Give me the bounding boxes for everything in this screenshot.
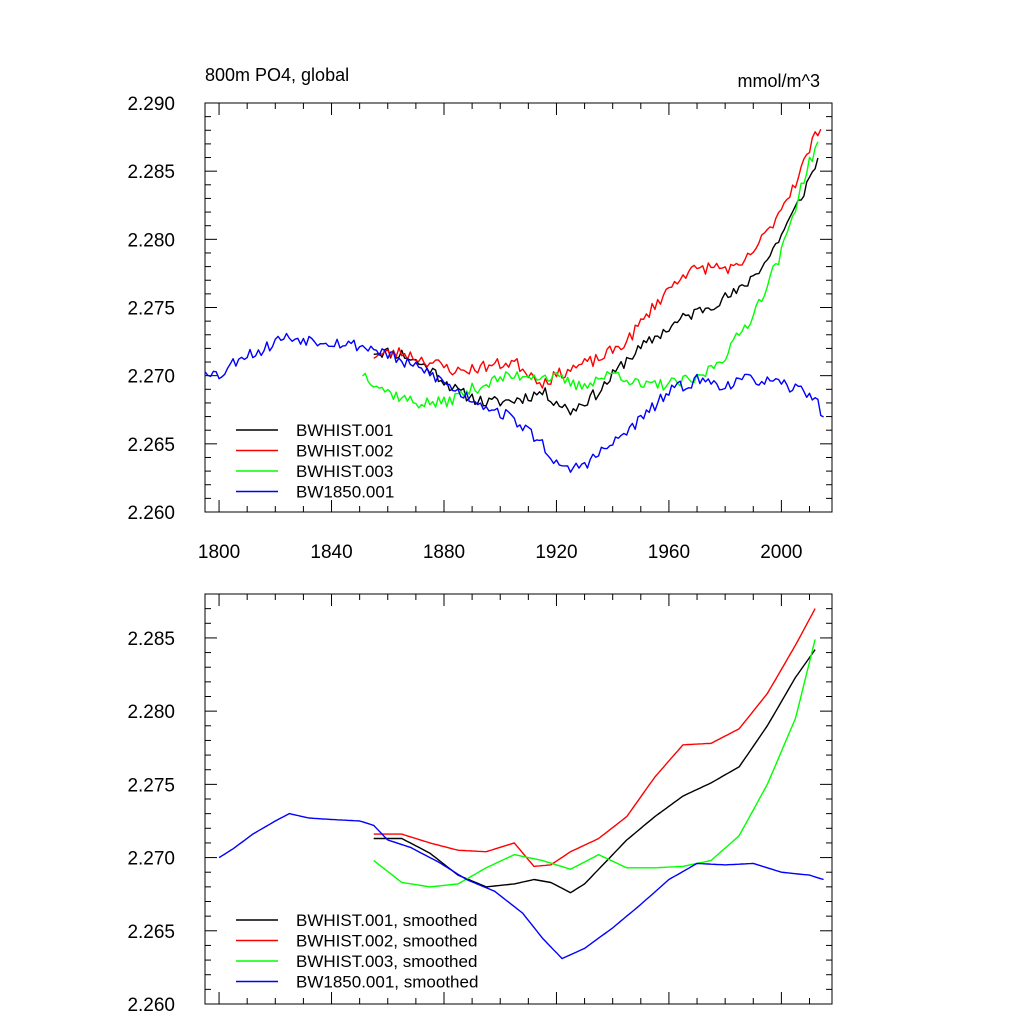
series-line-bw1850-001 — [204, 332, 824, 473]
legend-entry-label: BWHIST.003 — [296, 462, 393, 481]
series-line-bw1850-001-smoothed — [218, 812, 824, 960]
y-tick-label: 2.270 — [127, 367, 175, 388]
series-line-bwhist-002-smoothed — [373, 608, 816, 868]
y-tick-label: 2.265 — [127, 435, 175, 456]
y-tick-label: 2.270 — [127, 849, 175, 870]
series-line-bwhist-003 — [362, 141, 819, 409]
x-tick-label: 1800 — [198, 542, 240, 563]
raw-timeseries-panel: 2.260 2.265 2.270 2.275 2.280 2.285 2.290 1800 1… — [127, 65, 833, 563]
legend-entry-label: BWHIST.002, smoothed — [296, 932, 477, 951]
x-tick-label: 1880 — [423, 542, 465, 563]
x-tick-label: 2000 — [760, 542, 802, 563]
y-tick-label: 2.275 — [127, 299, 175, 320]
y-tick-label: 2.285 — [127, 629, 175, 650]
y-tick-label: 2.275 — [127, 775, 175, 796]
x-tick-label: 1920 — [535, 542, 577, 563]
y-tick-label: 2.290 — [127, 94, 175, 115]
legend-entry-label: BW1850.001, smoothed — [296, 973, 478, 992]
legend-entry-label: BW1850.001 — [296, 483, 394, 502]
y-tick-label: 2.280 — [127, 702, 175, 723]
legend-entry-label: BWHIST.002 — [296, 442, 393, 461]
series-line-bwhist-003-smoothed — [373, 639, 816, 888]
y-tick-label: 2.285 — [127, 162, 175, 183]
units-label: mmol/m^3 — [738, 71, 820, 91]
chart-title: 800m PO4, global — [205, 65, 349, 85]
x-tick-label: 1960 — [648, 542, 690, 563]
y-tick-label: 2.265 — [127, 922, 175, 943]
x-tick-label: 1840 — [310, 542, 352, 563]
legend-entry-label: BWHIST.001, smoothed — [296, 911, 477, 930]
legend-entry-label: BWHIST.003, smoothed — [296, 952, 477, 971]
y-tick-label: 2.260 — [127, 503, 175, 524]
y-tick-label: 2.280 — [127, 230, 175, 251]
series-line-bwhist-002 — [373, 128, 822, 389]
smoothed-timeseries-panel: 2.260 2.265 2.270 2.275 2.280 2.285 BWHIST.001… — [127, 593, 833, 1016]
legend-entry-label: BWHIST.001 — [296, 421, 393, 440]
y-tick-label: 2.260 — [127, 995, 175, 1016]
